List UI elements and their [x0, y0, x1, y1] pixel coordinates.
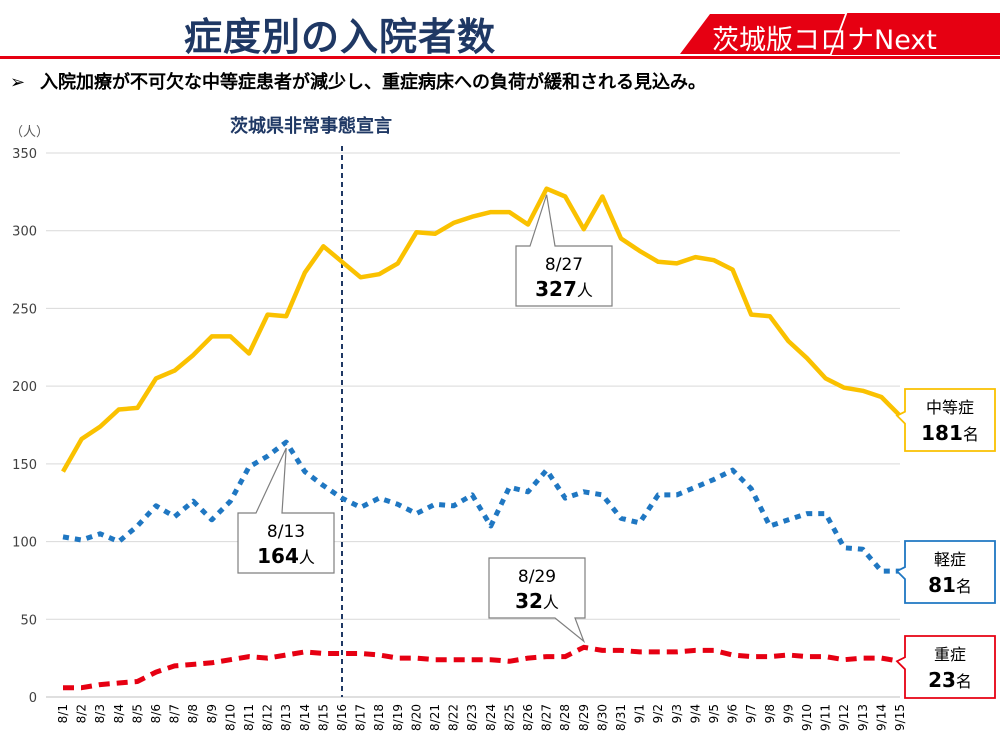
y-axis-unit: （人） [10, 125, 50, 140]
x-tick-label: 8/19 [391, 704, 405, 731]
x-tick-label: 8/21 [428, 704, 442, 731]
x-tick-label: 8/18 [372, 704, 386, 731]
series-line-severe [63, 644, 901, 691]
x-tick-label: 8/14 [298, 704, 312, 731]
x-tick-label: 8/25 [502, 704, 516, 731]
y-tick-label: 250 [12, 302, 37, 317]
y-tick-label: 300 [12, 225, 37, 240]
x-tick-label: 9/6 [726, 704, 740, 723]
x-tick-label: 9/7 [744, 704, 758, 723]
callout-date: 8/29 [518, 567, 556, 587]
x-tick-label: 8/2 [75, 704, 89, 723]
x-tick-label: 8/1 [56, 704, 70, 723]
brand-version: Ver.3 [948, 14, 979, 29]
end-label-name: 軽症 [934, 550, 966, 569]
brand-banner: 茨城版コロナNext Ver.3 [680, 8, 1000, 60]
end-label-box [895, 388, 996, 452]
x-tick-label: 8/22 [447, 704, 461, 731]
y-tick-label: 350 [12, 147, 37, 162]
x-tick-label: 8/16 [335, 704, 349, 731]
x-tick-label: 9/13 [856, 704, 870, 731]
callout-date: 8/13 [267, 522, 305, 542]
callout-value: 164人 [257, 544, 315, 568]
x-tick-label: 8/8 [186, 704, 200, 723]
x-tick-label: 8/24 [484, 704, 498, 731]
x-tick-label: 8/27 [540, 704, 554, 731]
page-title: 症度別の入院者数 [183, 15, 496, 59]
x-tick-label: 9/15 [893, 704, 907, 731]
x-tick-label: 8/9 [205, 704, 219, 723]
summary-text: 入院加療が不可欠な中等症患者が減少し、重症病床への負荷が緩和される見込み。 [40, 72, 706, 93]
end-label-box [895, 635, 996, 699]
x-tick-label: 8/13 [279, 704, 293, 731]
brand-banner-shape [680, 13, 1000, 55]
x-tick-label: 9/11 [819, 704, 833, 731]
end-label-name: 中等症 [926, 398, 974, 417]
x-tick-label: 8/31 [614, 704, 628, 731]
arrow-bullet-icon: ➢ [10, 72, 26, 93]
x-tick-label: 9/3 [670, 704, 684, 723]
series-line-moderate [61, 186, 902, 473]
x-tick-label: 8/23 [465, 704, 479, 731]
x-tick-label: 8/5 [130, 704, 144, 723]
x-tick-label: 8/17 [354, 704, 368, 731]
end-label-name: 重症 [934, 645, 966, 664]
end-label-value: 81名 [928, 573, 972, 597]
x-tick-label: 9/9 [781, 704, 795, 723]
x-tick-label: 8/4 [112, 704, 126, 723]
callout-box [488, 557, 586, 644]
end-label-value: 181名 [921, 421, 979, 445]
end-label-box [895, 540, 996, 604]
x-tick-label: 8/3 [93, 704, 107, 723]
x-tick-label: 9/1 [633, 704, 647, 723]
emergency-declaration-label: 茨城県非常事態宣言 [230, 116, 392, 137]
y-tick-label: 50 [20, 613, 37, 628]
y-tick-label: 150 [12, 458, 37, 473]
callout-box [515, 194, 613, 307]
x-tick-label: 8/29 [577, 704, 591, 731]
end-label-value: 23名 [928, 668, 972, 692]
y-tick-label: 200 [12, 380, 37, 395]
summary-bullet: ➢ 入院加療が不可欠な中等症患者が減少し、重症病床への負荷が緩和される見込み。 [10, 68, 706, 94]
x-tick-label: 8/28 [558, 704, 572, 731]
x-tick-label: 9/8 [763, 704, 777, 723]
end-label-mild: 軽症 81名 [895, 540, 996, 604]
end-label-severe: 重症 23名 [895, 635, 996, 699]
x-tick-label: 9/2 [651, 704, 665, 723]
y-tick-label: 0 [29, 691, 37, 706]
x-tick-label: 9/10 [800, 704, 814, 731]
y-tick-label: 100 [12, 536, 37, 551]
x-tick-label: 9/4 [688, 704, 702, 723]
x-tick-label: 8/7 [168, 704, 182, 723]
x-tick-label: 9/5 [707, 704, 721, 723]
end-label-moderate: 中等症 181名 [895, 388, 996, 452]
x-tick-label: 8/15 [316, 704, 330, 731]
x-tick-label: 9/12 [837, 704, 851, 731]
x-tick-label: 8/10 [223, 704, 237, 731]
callout-date: 8/27 [545, 255, 583, 275]
x-tick-label: 8/6 [149, 704, 163, 723]
x-tick-label: 8/12 [261, 704, 275, 731]
x-tick-label: 8/30 [595, 704, 609, 731]
x-tick-label: 9/14 [874, 704, 888, 731]
callout-box [237, 447, 335, 574]
brand-name: 茨城版コロナNext [712, 25, 937, 56]
x-tick-label: 8/11 [242, 704, 256, 731]
title-underline [0, 56, 1000, 59]
callout-value: 32人 [515, 589, 559, 613]
x-tick-label: 8/20 [409, 704, 423, 731]
callout-value: 327人 [535, 277, 593, 301]
series-line-mild [62, 439, 900, 574]
x-tick-label: 8/26 [521, 704, 535, 731]
